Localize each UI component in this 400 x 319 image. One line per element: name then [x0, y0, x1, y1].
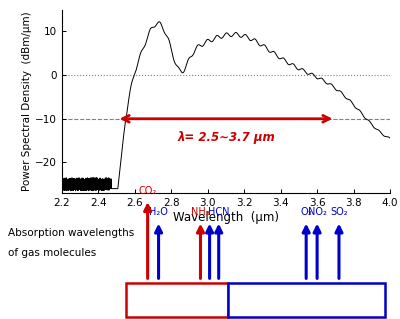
Text: H₂O: H₂O [149, 207, 168, 217]
Text: λ= 2.5∼3.7 μm: λ= 2.5∼3.7 μm [177, 131, 275, 144]
Text: H₂CO: H₂CO [304, 291, 330, 301]
Text: SO₂: SO₂ [330, 207, 348, 217]
Text: CO₂: CO₂ [138, 186, 157, 196]
Text: O₃: O₃ [300, 207, 312, 217]
Text: environmental monitoring: environmental monitoring [229, 295, 383, 305]
Text: of gas molecules: of gas molecules [8, 249, 96, 258]
Text: Absorption wavelengths: Absorption wavelengths [8, 228, 134, 238]
Text: NO₂: NO₂ [308, 207, 326, 217]
Text: CH₄: CH₄ [297, 291, 315, 301]
FancyBboxPatch shape [126, 283, 228, 317]
Text: NH₃: NH₃ [191, 207, 210, 217]
FancyBboxPatch shape [228, 283, 385, 317]
X-axis label: Wavelength  (μm): Wavelength (μm) [173, 211, 279, 224]
Text: breath analysis: breath analysis [132, 295, 222, 305]
Y-axis label: Power Spectral Density  (dBm/μm): Power Spectral Density (dBm/μm) [22, 11, 32, 191]
Text: NO: NO [140, 291, 155, 301]
Text: HCN: HCN [208, 207, 230, 217]
